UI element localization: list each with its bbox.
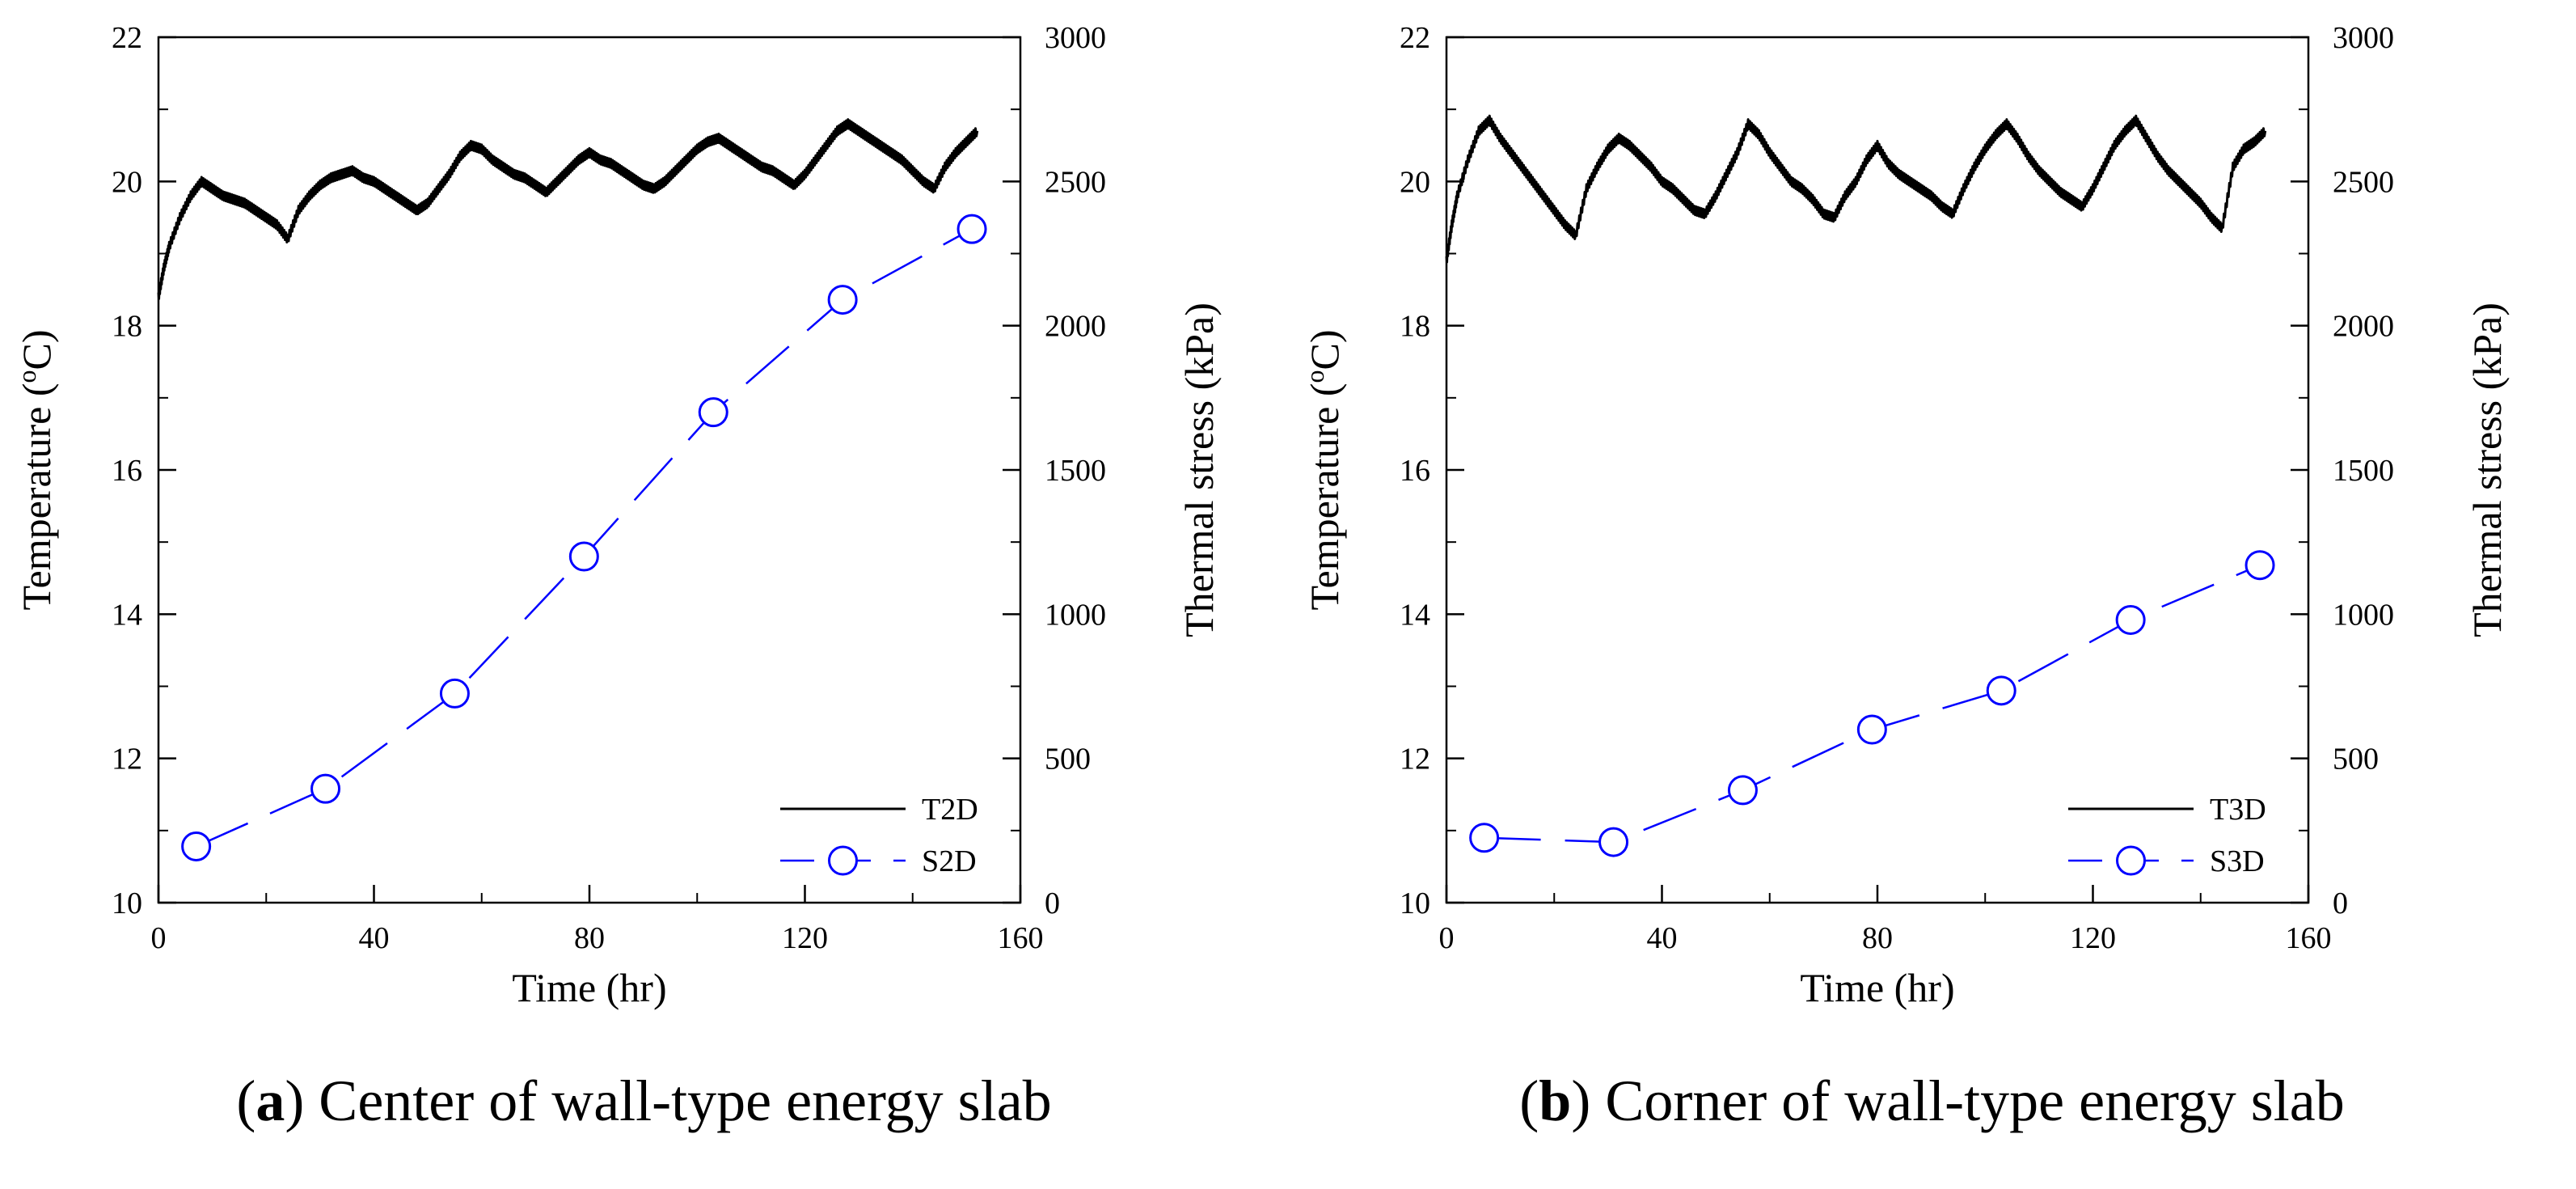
- x-tick-label: 120: [2070, 921, 2116, 955]
- y-tick-label: 16: [1400, 454, 1430, 488]
- data-point-s3d: [2115, 604, 2146, 635]
- data-point-s2d: [181, 831, 212, 861]
- y-tick-label: 12: [1400, 743, 1430, 776]
- data-point-s3d: [1856, 714, 1887, 745]
- series-line-s2d: [196, 228, 973, 848]
- x-tick-label: 120: [782, 921, 828, 955]
- panel-a: 0 40 80 120 160 10 12 14 16 18 20 22 0 500 1000 1500 200…: [0, 21, 1288, 1135]
- y2-tick-label: 2500: [2333, 165, 2394, 199]
- y2-tick-label: 1500: [1045, 454, 1106, 488]
- data-point-s2d: [827, 285, 858, 315]
- y-tick-label: 14: [1400, 598, 1430, 632]
- y-tick-label: 12: [112, 743, 142, 776]
- x-axis-title: Time (hr): [512, 965, 666, 1010]
- caption-a: (a) Center of wall-type energy slab: [0, 1068, 1288, 1135]
- series-line-s3d: [1484, 564, 2261, 844]
- caption-b: (b) Corner of wall-type energy slab: [1288, 1068, 2576, 1135]
- y2-axis-title: Thermal stress (kPa): [1176, 303, 1222, 637]
- y-axis-title: Temperature (oC): [1300, 329, 1347, 610]
- y2-tick-label: 500: [1045, 743, 1091, 776]
- y2-tick-label: 3000: [1045, 21, 1106, 55]
- data-point-s2d: [568, 541, 599, 572]
- series-line-t2d: [157, 118, 979, 300]
- y-tick-label: 16: [112, 454, 142, 488]
- data-point-s2d: [310, 773, 341, 804]
- y-tick-label: 22: [1400, 21, 1430, 55]
- y-tick-label: 20: [1400, 165, 1430, 199]
- caption-b-text: Corner of wall-type energy slab: [1605, 1068, 2345, 1133]
- data-point-s3d: [2244, 550, 2275, 581]
- plot-frame: [1445, 36, 2310, 904]
- y-tick-label: 22: [112, 21, 142, 55]
- y-tick-label: 10: [1400, 886, 1430, 920]
- legend-marker-s3d: [2116, 845, 2146, 876]
- data-point-s2d: [439, 678, 470, 709]
- legend-marker-s2d: [828, 845, 858, 876]
- y-tick-label: 20: [112, 165, 142, 199]
- x-tick-label: 40: [1647, 921, 1678, 955]
- plot-frame: [157, 36, 1022, 904]
- x-tick-label: 160: [2286, 921, 2332, 955]
- y2-tick-label: 2000: [2333, 310, 2394, 344]
- x-tick-label: 0: [1439, 921, 1455, 955]
- y2-tick-label: 0: [2333, 886, 2348, 920]
- y2-tick-label: 2000: [1045, 310, 1106, 344]
- x-tick-label: 80: [1862, 921, 1893, 955]
- data-point-s2d: [956, 214, 987, 244]
- data-point-s2d: [698, 397, 728, 428]
- data-point-s3d: [1986, 675, 2016, 706]
- y2-tick-label: 3000: [2333, 21, 2394, 55]
- y2-tick-label: 1000: [1045, 598, 1106, 632]
- x-tick-label: 160: [998, 921, 1044, 955]
- legend-label-s3d: S3D: [2210, 844, 2265, 878]
- caption-a-letter: a: [255, 1068, 285, 1133]
- caption-a-open: (: [236, 1068, 256, 1133]
- legend-label-t3d: T3D: [2210, 793, 2266, 827]
- y2-tick-label: 500: [2333, 743, 2379, 776]
- data-point-s3d: [1469, 823, 1500, 853]
- caption-b-letter: b: [1539, 1068, 1572, 1133]
- y2-tick-label: 2500: [1045, 165, 1106, 199]
- legend-label-s2d: S2D: [922, 844, 977, 878]
- series-line-t3d: [1445, 114, 2267, 264]
- data-point-s3d: [1598, 827, 1629, 857]
- y-tick-label: 18: [1400, 310, 1430, 344]
- x-tick-label: 40: [359, 921, 390, 955]
- y-axis-title: Temperature (oC): [12, 329, 59, 610]
- chart-b: 0 40 80 120 160 10 12 14 16 18 20 22 0 500 1000 1500 200…: [1300, 21, 2510, 1010]
- caption-b-open: (: [1519, 1068, 1539, 1133]
- x-tick-label: 80: [574, 921, 605, 955]
- caption-a-text: Center of wall-type energy slab: [319, 1068, 1052, 1133]
- chart-a: 0 40 80 120 160 10 12 14 16 18 20 22 0 500 1000 1500 200…: [12, 21, 1222, 1010]
- x-axis-title: Time (hr): [1800, 965, 1954, 1010]
- legend-label-t2d: T2D: [922, 793, 978, 827]
- y-tick-label: 14: [112, 598, 142, 632]
- y-tick-label: 10: [112, 886, 142, 920]
- y2-tick-label: 1000: [2333, 598, 2394, 632]
- y2-tick-label: 1500: [2333, 454, 2394, 488]
- caption-a-close: ): [285, 1068, 319, 1133]
- y2-tick-label: 0: [1045, 886, 1060, 920]
- panel-b: 0 40 80 120 160 10 12 14 16 18 20 22 0 500 1000 1500 200…: [1288, 0, 2576, 1189]
- y-tick-label: 18: [112, 310, 142, 344]
- y2-axis-title: Thermal stress (kPa): [2464, 303, 2510, 637]
- x-tick-label: 0: [151, 921, 167, 955]
- data-point-s3d: [1727, 775, 1758, 806]
- caption-b-close: ): [1571, 1068, 1606, 1133]
